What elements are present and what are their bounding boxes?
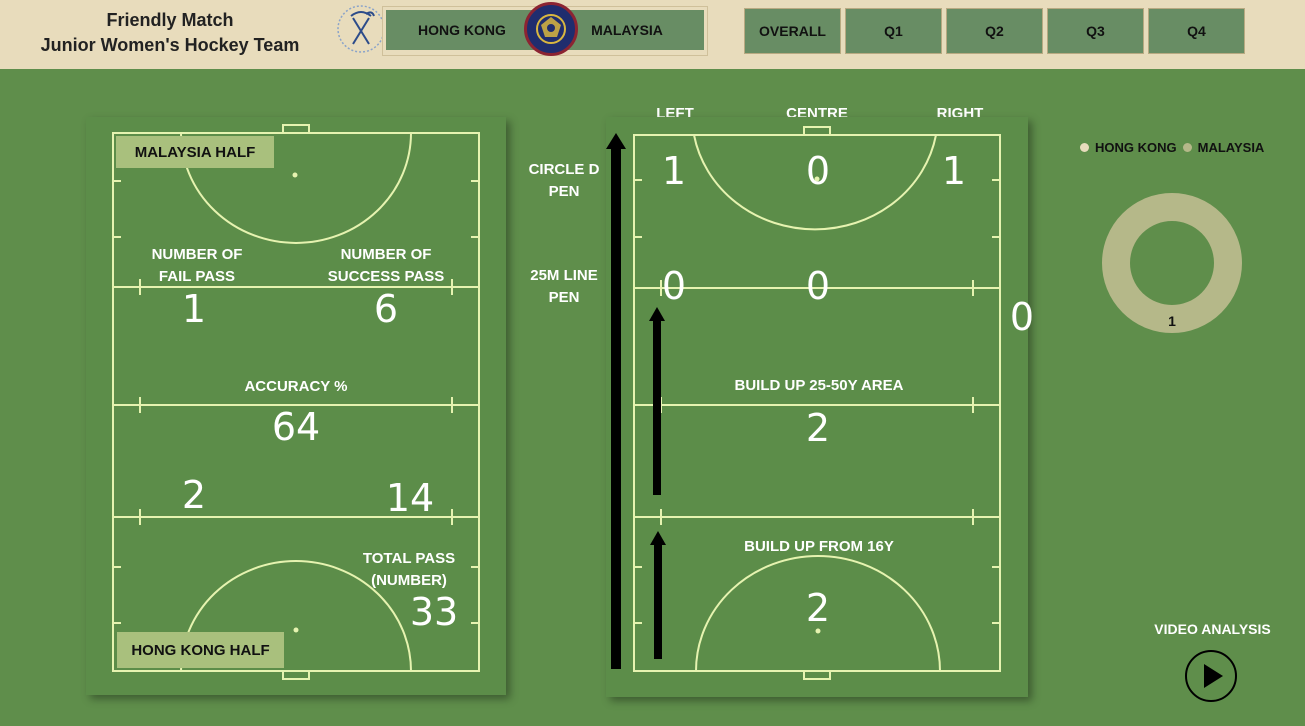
donut-legend: HONG KONG MALAYSIA xyxy=(1080,140,1264,155)
play-icon xyxy=(1204,664,1223,688)
hong-kong-hockey-logo xyxy=(336,2,386,56)
malaysia-half-label: MALAYSIA HALF xyxy=(134,143,256,161)
team-malaysia-label: MALAYSIA xyxy=(591,22,663,38)
filter-q4-button[interactable]: Q4 xyxy=(1148,8,1245,54)
buildup-25-50-label: BUILD UP 25-50Y AREA xyxy=(734,377,904,394)
circle-left-value: 1 xyxy=(661,149,687,193)
filter-q1-button[interactable]: Q1 xyxy=(845,8,942,54)
success-pass-label: NUMBER OF SUCCESS PASS xyxy=(327,246,445,285)
legend-malaysia-label: MALAYSIA xyxy=(1197,140,1265,155)
legend-malaysia-swatch xyxy=(1182,143,1192,152)
line25-left-value: 0 xyxy=(661,264,687,308)
filter-q1-label: Q1 xyxy=(884,23,903,39)
accuracy-value: 64 xyxy=(271,405,321,449)
video-play-button[interactable] xyxy=(1184,649,1238,703)
malaysia-half-tag: MALAYSIA HALF xyxy=(116,136,274,168)
hong-kong-half-tag: HONG KONG HALF xyxy=(117,632,284,668)
right-pitch-lines xyxy=(606,126,1001,680)
hong-kong-half-label: HONG KONG HALF xyxy=(131,641,270,659)
circle-right-value: 1 xyxy=(941,149,967,193)
filter-q2-button[interactable]: Q2 xyxy=(946,8,1043,54)
accuracy-label: ACCURACY % xyxy=(244,378,348,395)
team-malaysia-button[interactable]: MALAYSIA xyxy=(550,10,704,50)
hk-fail-pass-value: 2 xyxy=(181,473,207,517)
circle-centre-value: 0 xyxy=(805,149,831,193)
team-hong-kong-button[interactable]: HONG KONG xyxy=(386,10,538,50)
line25-centre-value: 0 xyxy=(805,264,831,308)
video-analysis-label: VIDEO ANALYSIS xyxy=(1154,621,1271,637)
team-hong-kong-label: HONG KONG xyxy=(418,22,506,38)
pass-stats-panel: MALAYSIA HALF HONG KONG HALF NUMBER OF F… xyxy=(86,117,506,695)
buildup-16y-label: BUILD UP FROM 16Y xyxy=(744,538,894,555)
page-title: Friendly Match Junior Women's Hockey Tea… xyxy=(40,8,300,58)
total-pass-value: 33 xyxy=(409,590,459,634)
total-pass-label: TOTAL PASS (NUMBER) xyxy=(362,550,456,589)
header-bar: Friendly Match Junior Women's Hockey Tea… xyxy=(0,0,1305,69)
legend-hong-kong-label: HONG KONG xyxy=(1095,140,1177,155)
filter-q2-label: Q2 xyxy=(985,23,1004,39)
fail-pass-label: NUMBER OF FAIL PASS xyxy=(151,246,243,285)
title-line-1: Friendly Match xyxy=(106,10,234,30)
success-pass-value: 6 xyxy=(373,287,399,331)
title-line-2: Junior Women's Hockey Team xyxy=(40,35,300,55)
filter-q4-label: Q4 xyxy=(1187,23,1206,39)
filter-q3-label: Q3 xyxy=(1086,23,1105,39)
buildup-25-50-value: 2 xyxy=(805,406,831,450)
filter-overall-label: OVERALL xyxy=(759,23,826,39)
buildup-16y-value: 2 xyxy=(805,586,831,630)
penetration-panel: 1 0 1 0 0 BUILD UP 25-50Y AREA 2 BUILD U… xyxy=(606,117,1028,697)
legend-hong-kong-swatch xyxy=(1080,143,1089,152)
left-pitch-lines xyxy=(112,124,480,680)
hk-success-pass-value: 14 xyxy=(385,476,435,520)
line-25m-pen-label: 25M LINE PEN xyxy=(530,267,598,306)
fail-pass-value: 1 xyxy=(181,287,207,331)
circle-d-pen-label: CIRCLE D PEN xyxy=(528,161,600,200)
donut-value-label: 1 xyxy=(1168,313,1176,329)
filter-overall-button[interactable]: OVERALL xyxy=(744,8,841,54)
malaysia-hockey-logo xyxy=(524,2,578,56)
donut-chart[interactable] xyxy=(1093,184,1253,344)
attack-direction-arrows xyxy=(606,133,666,669)
line25-right-value: 0 xyxy=(1009,295,1035,339)
filter-q3-button[interactable]: Q3 xyxy=(1047,8,1144,54)
